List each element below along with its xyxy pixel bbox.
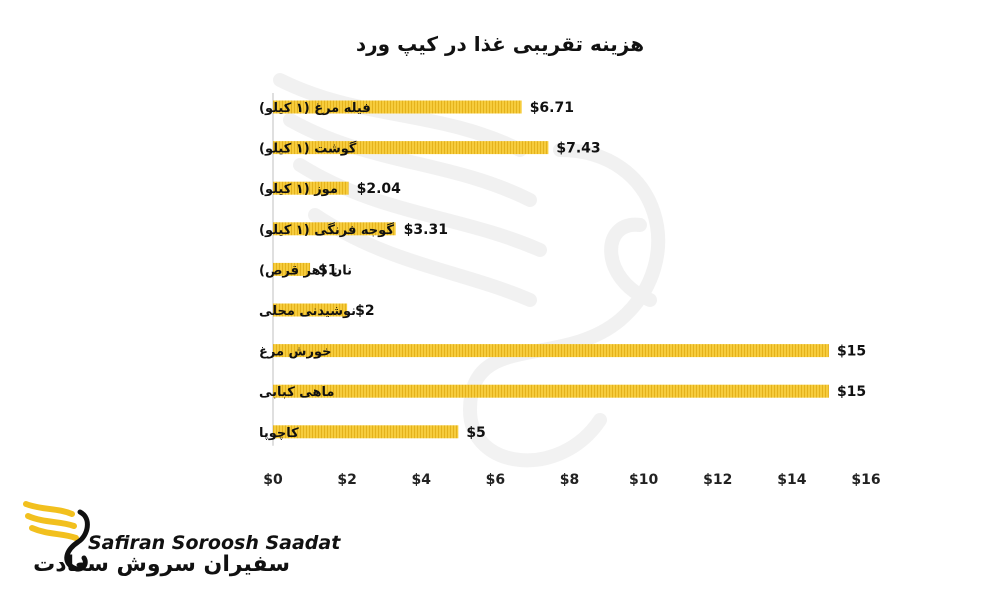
x-tick-label: $6 [486,472,505,488]
x-tick-label: $0 [263,472,283,488]
bar [273,344,829,358]
bar [273,384,829,398]
category-label: ماهی کبابی [259,385,334,400]
category-label: نان (هر قرص) [259,263,352,278]
bar [273,100,522,114]
bar [273,141,549,155]
x-tick-label: $14 [777,472,806,488]
x-tick-label: $2 [337,472,356,488]
category-label: گوجه فرنگی (۱ کیلو) [259,222,394,238]
category-label: نوشیدنی محلی [259,304,356,319]
category-label: فیله مرغ (۱ کیلو) [259,101,371,116]
company-logo: Safiran Soroosh Saadat سفیران سروش سعادت [22,492,340,582]
data-label: $15 [837,384,866,400]
data-label: $15 [837,344,866,360]
x-tick-label: $12 [703,472,732,488]
bar [273,425,459,439]
bar [273,181,349,195]
bar [273,303,348,317]
logo-name-en: Safiran Soroosh Saadat [88,532,341,554]
logo-bird-icon [23,501,90,572]
data-label: $1 [318,262,337,278]
x-tick-label: $10 [629,472,658,488]
bar [273,222,396,236]
category-label: کاچوپا [259,426,299,441]
x-tick-label: $16 [851,472,880,488]
bar [273,262,311,276]
chart-title: هزینه تقریبی غذا در کیپ ورد [355,32,645,56]
category-label: خورش مرغ [259,345,331,360]
data-label: $2.04 [357,181,402,197]
logo-name-fa: سفیران سروش سعادت [33,552,290,577]
data-label: $6.71 [530,100,574,116]
category-label: گوشت (۱ کیلو) [259,141,357,157]
category-label: موز (۱ کیلو) [259,182,338,197]
data-label: $2 [355,303,374,319]
data-label: $7.43 [556,141,600,157]
x-tick-label: $8 [560,472,579,488]
data-label: $5 [466,425,485,441]
data-label: $3.31 [404,222,448,238]
x-tick-label: $4 [412,472,432,488]
